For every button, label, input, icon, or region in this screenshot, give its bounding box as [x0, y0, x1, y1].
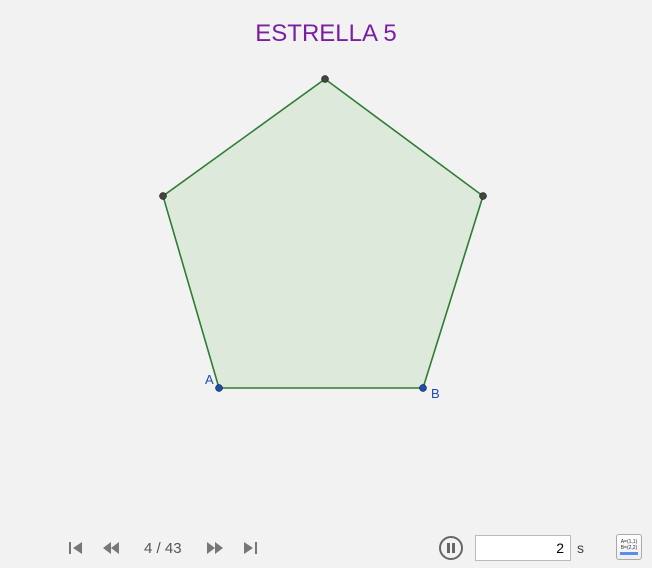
play-pause-button[interactable] — [439, 536, 463, 560]
prev-step-button[interactable] — [102, 539, 120, 557]
last-step-button[interactable] — [242, 539, 260, 557]
toggle-view-button[interactable]: A=(1,1) B=(2,2) — [616, 534, 642, 560]
vertex-point-3[interactable] — [216, 385, 223, 392]
vertex-point-0[interactable] — [322, 76, 329, 83]
next-step-button[interactable] — [206, 539, 224, 557]
first-step-button[interactable] — [66, 539, 84, 557]
step-counter: 4 / 43 — [144, 540, 182, 557]
vertex-point-1[interactable] — [480, 193, 487, 200]
speed-unit-label: s — [577, 540, 584, 556]
vertex-label-A: A — [205, 372, 214, 387]
vertex-point-4[interactable] — [160, 193, 167, 200]
vertex-point-2[interactable] — [420, 385, 427, 392]
geometry-canvas: BA — [0, 0, 652, 528]
playback-toolbar: 4 / 43 s — [0, 528, 652, 568]
speed-input[interactable] — [475, 535, 571, 561]
total-steps: 43 — [165, 540, 182, 557]
pentagon-shape[interactable] — [163, 79, 483, 388]
vertex-label-B: B — [431, 386, 440, 401]
